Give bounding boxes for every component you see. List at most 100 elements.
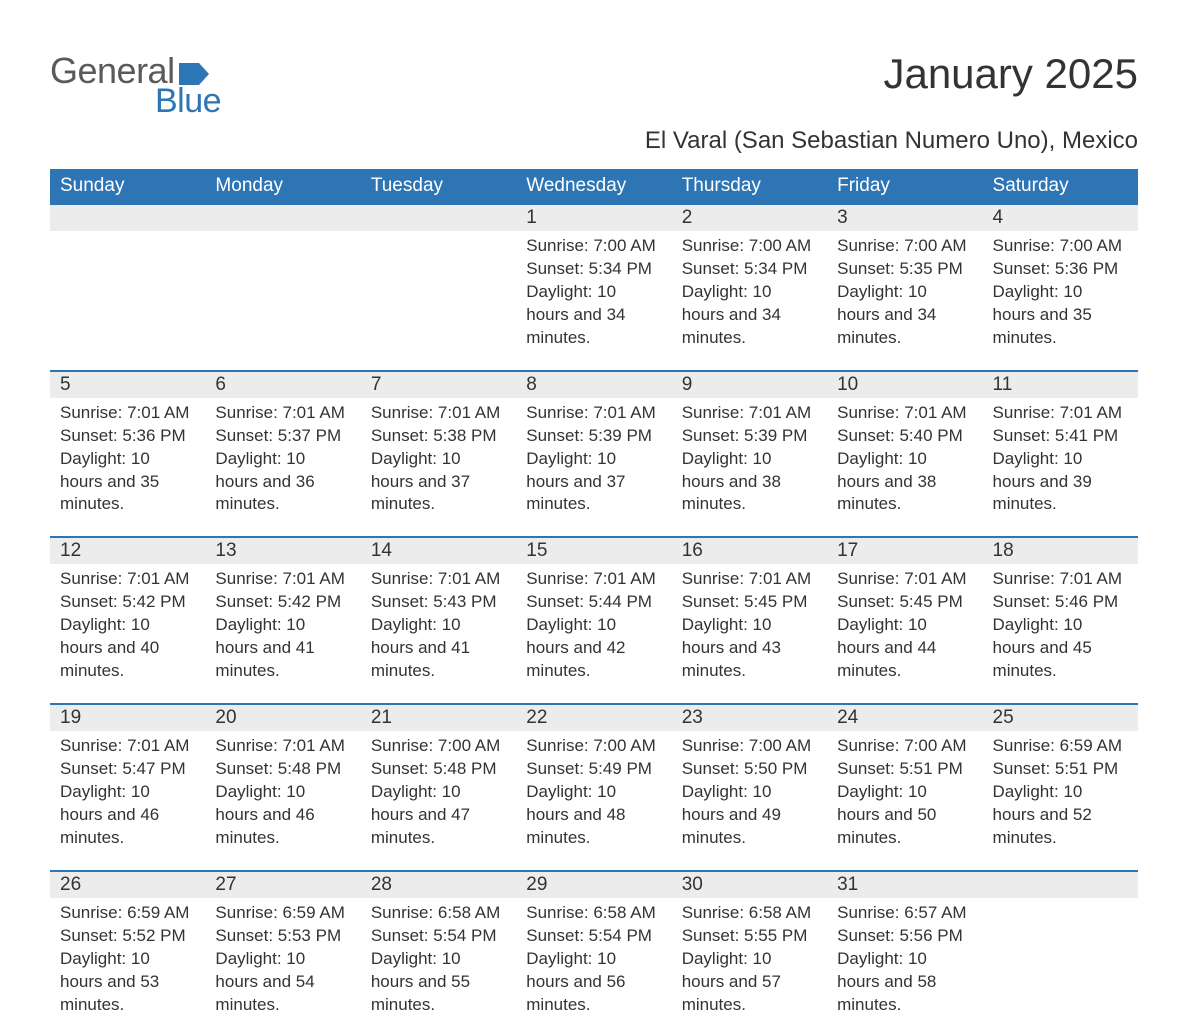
daylight-line: Daylight: 10 hours and 34 minutes. <box>837 281 972 350</box>
day-content-row: Sunrise: 7:01 AMSunset: 5:42 PMDaylight:… <box>50 564 1138 704</box>
daylight-line: Daylight: 10 hours and 49 minutes. <box>682 781 817 850</box>
sunrise-line: Sunrise: 6:59 AM <box>993 735 1128 758</box>
sunset-line: Sunset: 5:51 PM <box>993 758 1128 781</box>
day-number-cell: 12 <box>50 537 205 564</box>
sunrise-line: Sunrise: 7:01 AM <box>526 568 661 591</box>
day-number-cell: 31 <box>827 871 982 898</box>
daylight-line: Daylight: 10 hours and 45 minutes. <box>993 614 1128 683</box>
day-number-cell: 10 <box>827 371 982 398</box>
daylight-line: Daylight: 10 hours and 48 minutes. <box>526 781 661 850</box>
day-content-cell: Sunrise: 6:58 AMSunset: 5:55 PMDaylight:… <box>672 898 827 1036</box>
day-content-cell: Sunrise: 6:58 AMSunset: 5:54 PMDaylight:… <box>361 898 516 1036</box>
daylight-line: Daylight: 10 hours and 42 minutes. <box>526 614 661 683</box>
day-number-cell: 21 <box>361 704 516 731</box>
day-number-cell: 11 <box>983 371 1138 398</box>
sunrise-line: Sunrise: 7:01 AM <box>682 402 817 425</box>
sunset-line: Sunset: 5:44 PM <box>526 591 661 614</box>
day-content-cell: Sunrise: 6:59 AMSunset: 5:53 PMDaylight:… <box>205 898 360 1036</box>
day-content-row: Sunrise: 7:01 AMSunset: 5:47 PM Daylight:… <box>50 731 1138 871</box>
daylight-line: Daylight: 10 hours and 57 minutes. <box>682 948 817 1017</box>
day-content-cell: Sunrise: 7:00 AMSunset: 5:49 PMDaylight:… <box>516 731 671 871</box>
day-number-cell: 7 <box>361 371 516 398</box>
sunrise-line: Sunrise: 7:00 AM <box>526 235 661 258</box>
day-content-cell: Sunrise: 7:01 AMSunset: 5:38 PMDaylight:… <box>361 398 516 538</box>
day-number-row: 567891011 <box>50 371 1138 398</box>
sunset-line: Sunset: 5:54 PM <box>371 925 506 948</box>
weekday-header: Tuesday <box>361 169 516 204</box>
day-number-cell: 15 <box>516 537 671 564</box>
day-content-cell: Sunrise: 7:01 AMSunset: 5:48 PMDaylight:… <box>205 731 360 871</box>
sunset-line: Sunset: 5:41 PM <box>993 425 1128 448</box>
flag-icon <box>179 63 209 85</box>
daylight-line: Daylight: 10 hours and 54 minutes. <box>215 948 350 1017</box>
weekday-header-row: SundayMondayTuesdayWednesdayThursdayFrid… <box>50 169 1138 204</box>
day-content-cell: Sunrise: 7:00 AMSunset: 5:50 PMDaylight:… <box>672 731 827 871</box>
sunset-line: Sunset: 5:43 PM <box>371 591 506 614</box>
day-number-cell: 6 <box>205 371 360 398</box>
sunrise-line: Sunrise: 7:01 AM <box>837 568 972 591</box>
day-number-cell: 26 <box>50 871 205 898</box>
sunset-line: Sunset: 5:48 PM <box>371 758 506 781</box>
day-number-cell: 4 <box>983 204 1138 231</box>
day-content-row: Sunrise: 6:59 AMSunset: 5:52 PMDaylight:… <box>50 898 1138 1036</box>
daylight-line: Daylight: 10 hours and 38 minutes. <box>837 448 972 517</box>
sunset-line: Sunset: 5:42 PM <box>215 591 350 614</box>
sunrise-line: Sunrise: 7:01 AM <box>60 402 195 425</box>
day-number-cell: 9 <box>672 371 827 398</box>
sunset-line: Sunset: 5:51 PM <box>837 758 972 781</box>
sunset-line: Sunset: 5:46 PM <box>993 591 1128 614</box>
sunset-line: Sunset: 5:37 PM <box>215 425 350 448</box>
sunrise-line: Sunrise: 7:00 AM <box>993 235 1128 258</box>
sunset-line: Sunset: 5:38 PM <box>371 425 506 448</box>
sunrise-line: Sunrise: 7:01 AM <box>526 402 661 425</box>
day-content-cell: Sunrise: 7:01 AMSunset: 5:47 PMDaylight:… <box>50 731 205 871</box>
daylight-line: Daylight: 10 hours and 50 minutes. <box>837 781 972 850</box>
daylight-line: Daylight: 10 hours and 36 minutes. <box>215 448 350 517</box>
day-number-cell: 13 <box>205 537 360 564</box>
sunset-line: Sunset: 5:34 PM <box>526 258 661 281</box>
daylight-line: Daylight: 10 hours and 56 minutes. <box>526 948 661 1017</box>
day-content-cell: Sunrise: 7:01 AMSunset: 5:46 PMDaylight:… <box>983 564 1138 704</box>
sunrise-line: Sunrise: 7:01 AM <box>993 402 1128 425</box>
daylight-line: Daylight: 10 hours and 53 minutes. <box>60 948 195 1017</box>
sunrise-line: Sunrise: 7:01 AM <box>215 568 350 591</box>
day-content-cell <box>983 898 1138 1036</box>
day-content-cell: Sunrise: 7:01 AMSunset: 5:43 PMDaylight:… <box>361 564 516 704</box>
day-content-cell <box>50 231 205 371</box>
day-content-cell: Sunrise: 7:01 AMSunset: 5:39 PMDaylight:… <box>516 398 671 538</box>
logo-text-blue: Blue <box>155 82 221 121</box>
daylight-line: Daylight: 10 hours and 37 minutes. <box>371 448 506 517</box>
day-number-cell <box>361 204 516 231</box>
weekday-header: Sunday <box>50 169 205 204</box>
day-number-row: 12131415161718 <box>50 537 1138 564</box>
sunrise-line: Sunrise: 6:59 AM <box>60 902 195 925</box>
day-number-row: 262728293031 <box>50 871 1138 898</box>
day-number-row: 19202122232425 <box>50 704 1138 731</box>
day-content-cell: Sunrise: 6:57 AMSunset: 5:56 PMDaylight:… <box>827 898 982 1036</box>
day-content-cell: Sunrise: 7:01 AMSunset: 5:36 PMDaylight:… <box>50 398 205 538</box>
day-content-cell: Sunrise: 7:00 AMSunset: 5:36 PMDaylight:… <box>983 231 1138 371</box>
day-content-cell: Sunrise: 7:01 AMSunset: 5:39 PMDaylight:… <box>672 398 827 538</box>
day-number-cell: 3 <box>827 204 982 231</box>
weekday-header: Monday <box>205 169 360 204</box>
day-number-cell: 27 <box>205 871 360 898</box>
day-content-cell <box>205 231 360 371</box>
sunset-line: Sunset: 5:42 PM <box>60 591 195 614</box>
day-number-cell: 16 <box>672 537 827 564</box>
daylight-line: Daylight: 10 hours and 52 minutes. <box>993 781 1128 850</box>
sunrise-line: Sunrise: 6:57 AM <box>837 902 972 925</box>
day-number-cell: 8 <box>516 371 671 398</box>
sunrise-line: Sunrise: 6:58 AM <box>526 902 661 925</box>
sunset-line: Sunset: 5:47 PM <box>60 758 195 781</box>
sunrise-line: Sunrise: 7:01 AM <box>993 568 1128 591</box>
sunset-line: Sunset: 5:45 PM <box>682 591 817 614</box>
day-number-cell: 2 <box>672 204 827 231</box>
daylight-line: Daylight: 10 hours and 40 minutes. <box>60 614 195 683</box>
sunrise-line: Sunrise: 7:01 AM <box>682 568 817 591</box>
sunrise-line: Sunrise: 6:59 AM <box>215 902 350 925</box>
sunrise-line: Sunrise: 7:01 AM <box>60 735 195 758</box>
day-number-cell: 29 <box>516 871 671 898</box>
calendar-table: SundayMondayTuesdayWednesdayThursdayFrid… <box>50 169 1138 1036</box>
day-number-cell: 23 <box>672 704 827 731</box>
day-content-cell: Sunrise: 7:01 AMSunset: 5:37 PMDaylight:… <box>205 398 360 538</box>
